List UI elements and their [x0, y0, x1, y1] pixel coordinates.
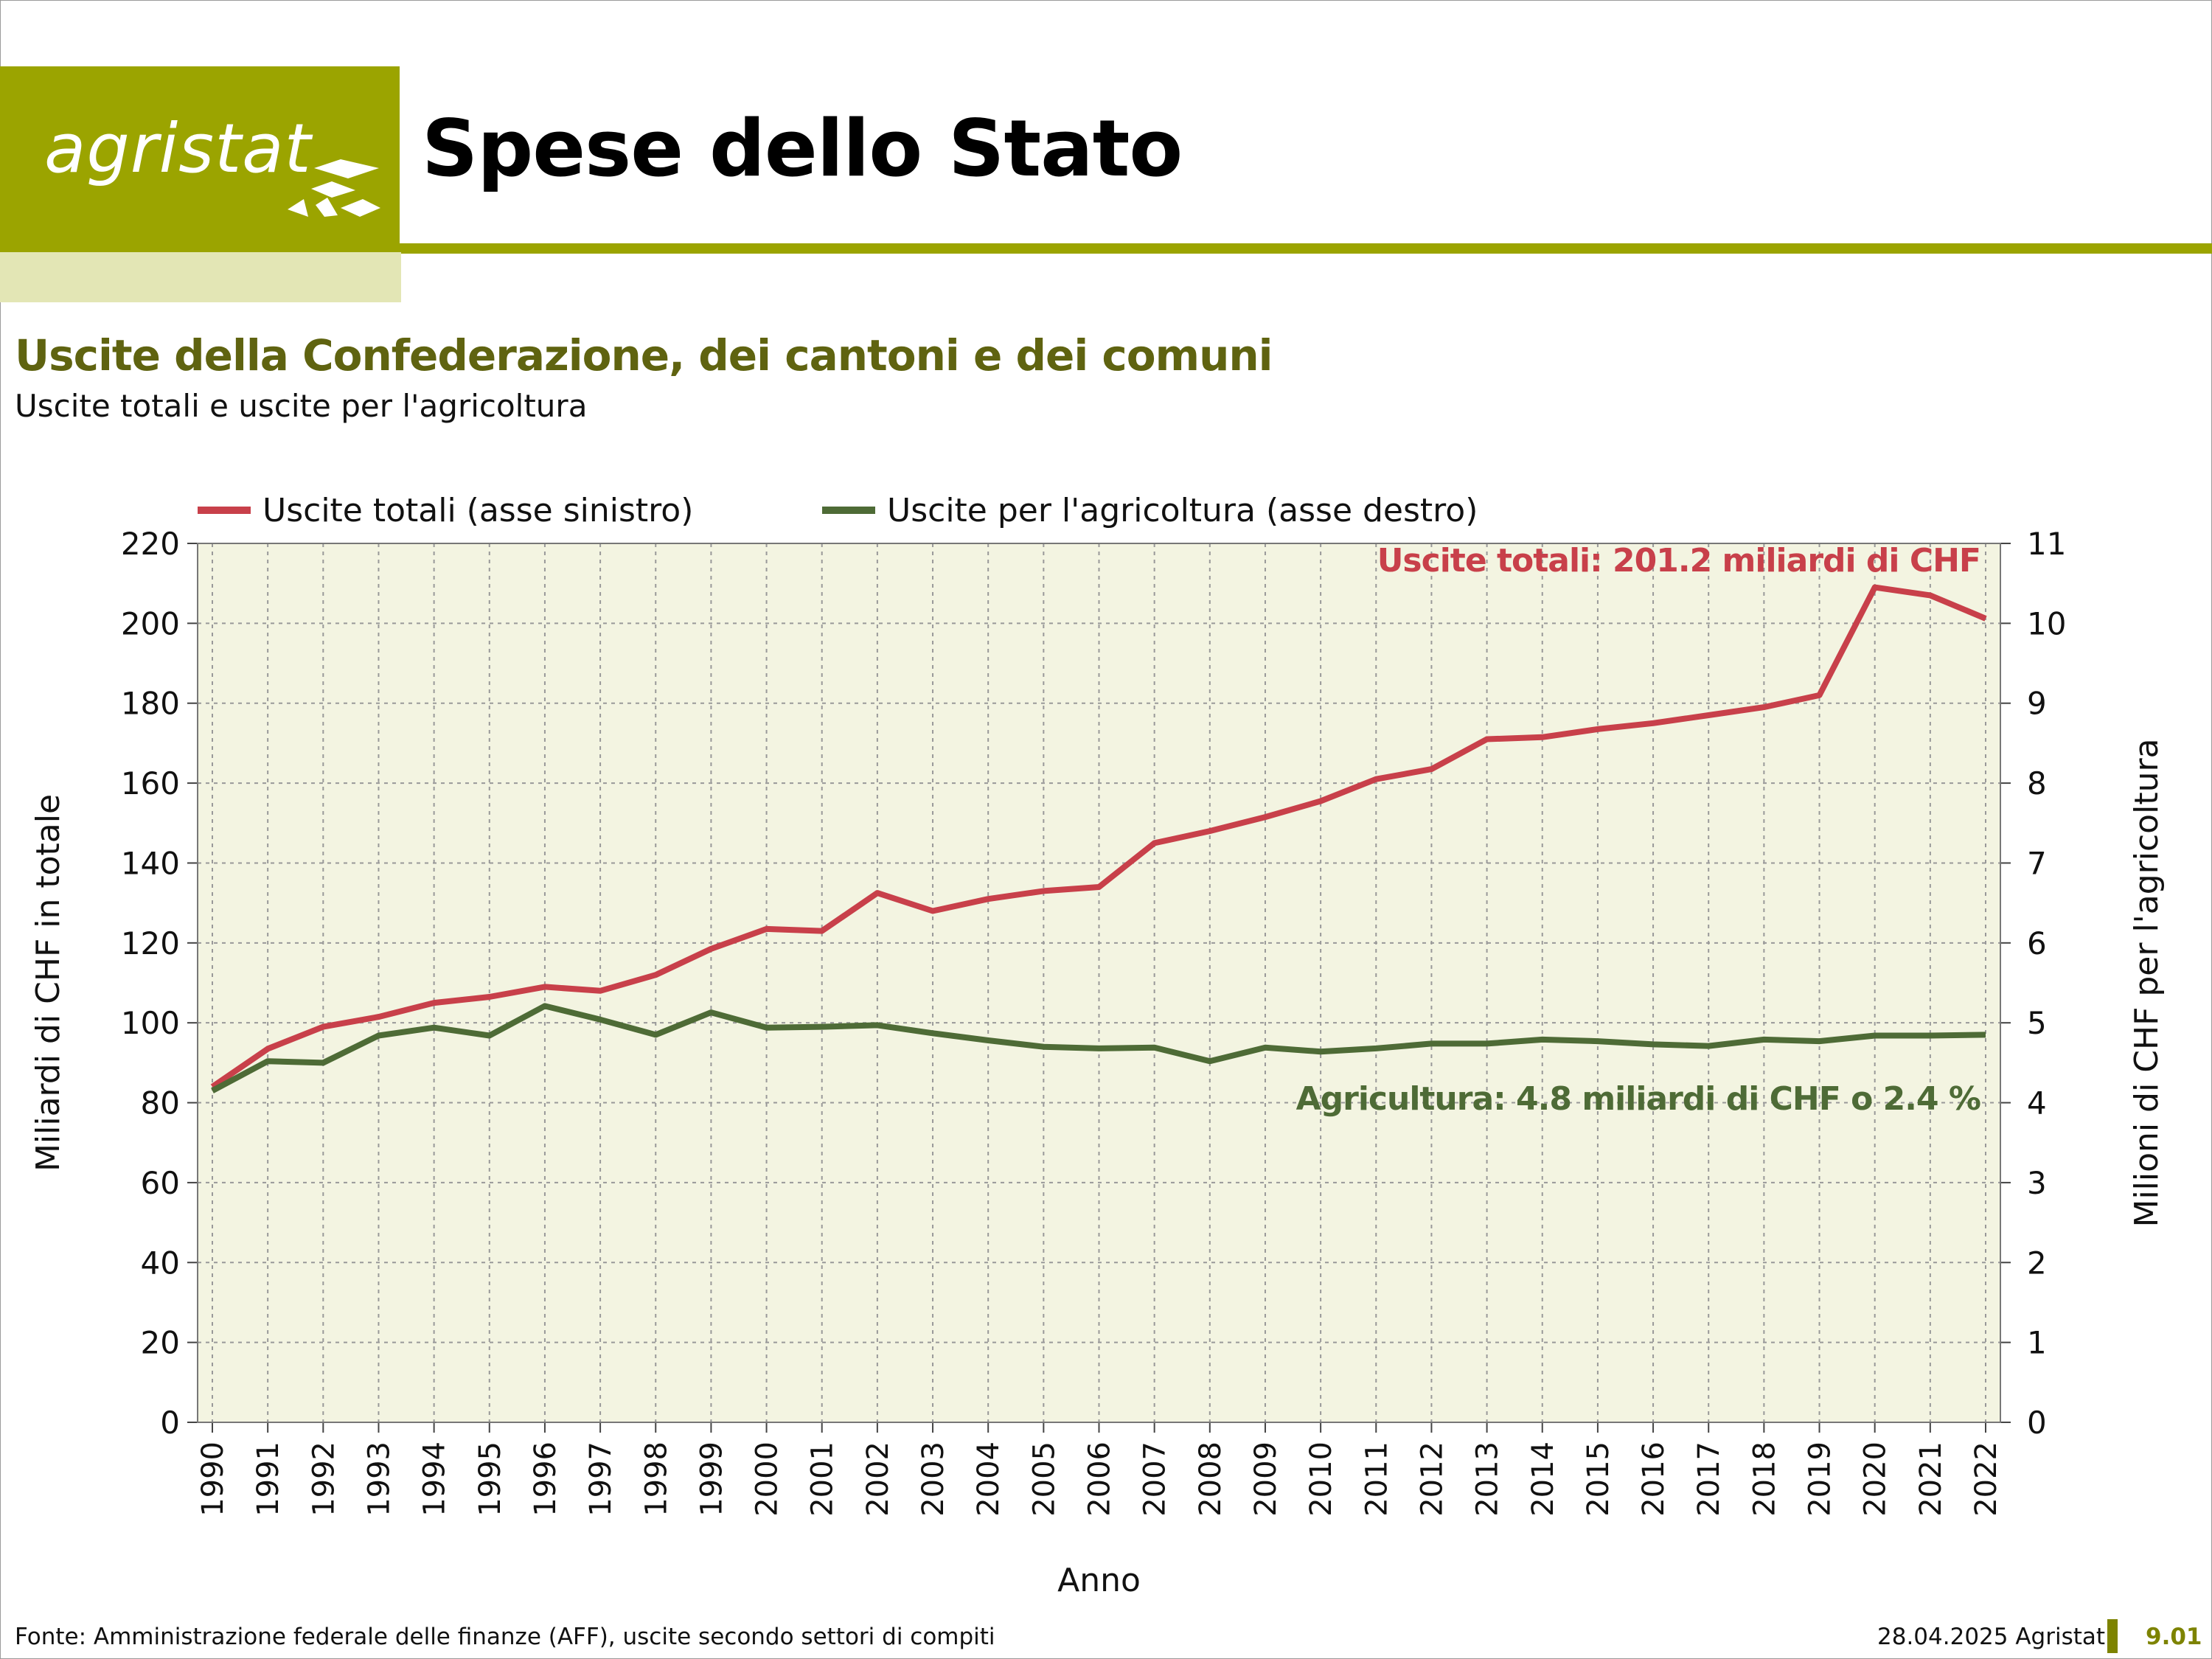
tick-label-x: 2012	[1415, 1441, 1449, 1517]
logo-text: agristat	[44, 109, 312, 188]
tick-label-right: 0	[2027, 1405, 2047, 1441]
tick-label-left: 60	[141, 1165, 180, 1201]
tick-label-x: 2017	[1692, 1441, 1726, 1517]
tick-label-x: 1992	[307, 1441, 341, 1517]
tick-label-x: 2019	[1804, 1441, 1837, 1517]
tick-label-x: 2014	[1526, 1441, 1560, 1517]
tick-label-x: 1997	[584, 1441, 618, 1517]
series-line-agriculture	[211, 1003, 1986, 1093]
annotation-agriculture: Agricultura: 4.8 miliardi di CHF o 2.4 %	[1296, 1080, 1980, 1118]
tick-label-x: 2013	[1471, 1441, 1505, 1517]
annotation-total: Uscite totali: 201.2 miliardi di CHF	[1377, 542, 1980, 580]
tick-label-right: 6	[2027, 925, 2047, 961]
tick-label-x: 2005	[1027, 1441, 1061, 1517]
tick-label-right: 3	[2027, 1165, 2047, 1201]
tick-label-x: 1990	[196, 1441, 230, 1517]
tick-label-x: 2008	[1194, 1441, 1228, 1517]
legend-label-agriculture: Uscite per l'agricoltura (asse destro)	[887, 492, 1478, 529]
tick-label-x: 2021	[1914, 1441, 1948, 1517]
tick-label-x: 2007	[1138, 1441, 1172, 1517]
tick-label-x: 2001	[806, 1441, 840, 1517]
tick-label-x: 1991	[251, 1441, 285, 1517]
tick-label-x: 2004	[972, 1441, 1006, 1517]
footer-date: 28.04.2025 Agristat	[1877, 1624, 2106, 1650]
tick-label-x: 2018	[1747, 1441, 1781, 1517]
tick-label-x: 2010	[1304, 1441, 1338, 1517]
legend-label-total: Uscite totali (asse sinistro)	[262, 492, 693, 529]
tick-label-left: 160	[121, 765, 180, 801]
tick-label-left: 100	[121, 1005, 180, 1041]
tick-label-x: 1995	[473, 1441, 507, 1517]
tick-label-right: 10	[2027, 605, 2066, 641]
tick-label-right: 2	[2027, 1245, 2047, 1281]
tick-label-x: 2000	[751, 1441, 785, 1517]
tick-label-x: 1999	[695, 1441, 728, 1517]
tick-label-right: 4	[2027, 1085, 2047, 1121]
tick-label-x: 2015	[1582, 1441, 1615, 1517]
tick-label-x: 2020	[1859, 1441, 1893, 1517]
series-group	[210, 584, 1987, 1093]
logo-box	[0, 66, 400, 252]
tick-label-right: 9	[2027, 686, 2047, 722]
tick-label-right: 1	[2027, 1325, 2047, 1361]
tick-label-left: 200	[121, 605, 180, 641]
tick-label-x: 2011	[1360, 1441, 1394, 1517]
tick-label-left: 220	[121, 526, 180, 562]
tick-label-x: 2022	[1969, 1441, 2003, 1517]
tick-label-left: 140	[121, 845, 180, 881]
header-rule	[400, 243, 2212, 254]
tick-label-left: 0	[160, 1405, 180, 1441]
x-axis-title: Anno	[1057, 1562, 1141, 1599]
y-axis-title-left: Miliardi di CHF in totale	[29, 794, 67, 1172]
page-title: Spese dello Stato	[422, 103, 1183, 194]
annotations: Uscite totali: 201.2 miliardi di CHF Agri…	[1296, 542, 1981, 1118]
footer-source: Fonte: Amministrazione federale delle fi…	[15, 1624, 995, 1650]
tick-label-x: 2003	[917, 1441, 950, 1517]
tick-label-x: 1996	[529, 1441, 563, 1517]
axes: 0204060801001201401601802002200123456789…	[29, 526, 2166, 1599]
plot-border	[197, 543, 2001, 1423]
footer-bar	[2107, 1619, 2118, 1653]
y-axis-title-right: Milioni di CHF per l'agricoltura	[2128, 738, 2166, 1227]
tick-label-x: 2009	[1249, 1441, 1283, 1517]
chart-subtitle-secondary: Uscite totali e uscite per l'agricoltura	[15, 388, 588, 424]
chart-subtitle: Uscite della Confederazione, dei cantoni…	[15, 330, 1273, 380]
tick-label-left: 20	[141, 1325, 180, 1361]
tick-label-left: 40	[141, 1245, 180, 1281]
grid-lines	[198, 543, 2000, 1422]
footer-page-code: 9.01	[2146, 1624, 2202, 1650]
tick-label-right: 8	[2027, 765, 2047, 801]
logo-mark-icon	[288, 159, 380, 217]
tick-label-left: 120	[121, 925, 180, 961]
tick-label-x: 1993	[362, 1441, 396, 1517]
tick-label-left: 180	[121, 686, 180, 722]
tick-label-right: 5	[2027, 1005, 2047, 1041]
series-line-total	[210, 584, 1987, 1090]
tick-label-x: 1994	[418, 1441, 452, 1517]
tick-label-x: 2002	[861, 1441, 895, 1517]
legend: Uscite totali (asse sinistro) Uscite per …	[198, 492, 1478, 529]
header-pale-band	[0, 252, 401, 302]
tick-label-right: 7	[2027, 845, 2047, 881]
tick-label-x: 2016	[1637, 1441, 1671, 1517]
tick-label-right: 11	[2027, 526, 2066, 562]
tick-label-x: 2006	[1083, 1441, 1117, 1517]
tick-label-left: 80	[141, 1085, 180, 1121]
tick-label-x: 1998	[639, 1441, 673, 1517]
